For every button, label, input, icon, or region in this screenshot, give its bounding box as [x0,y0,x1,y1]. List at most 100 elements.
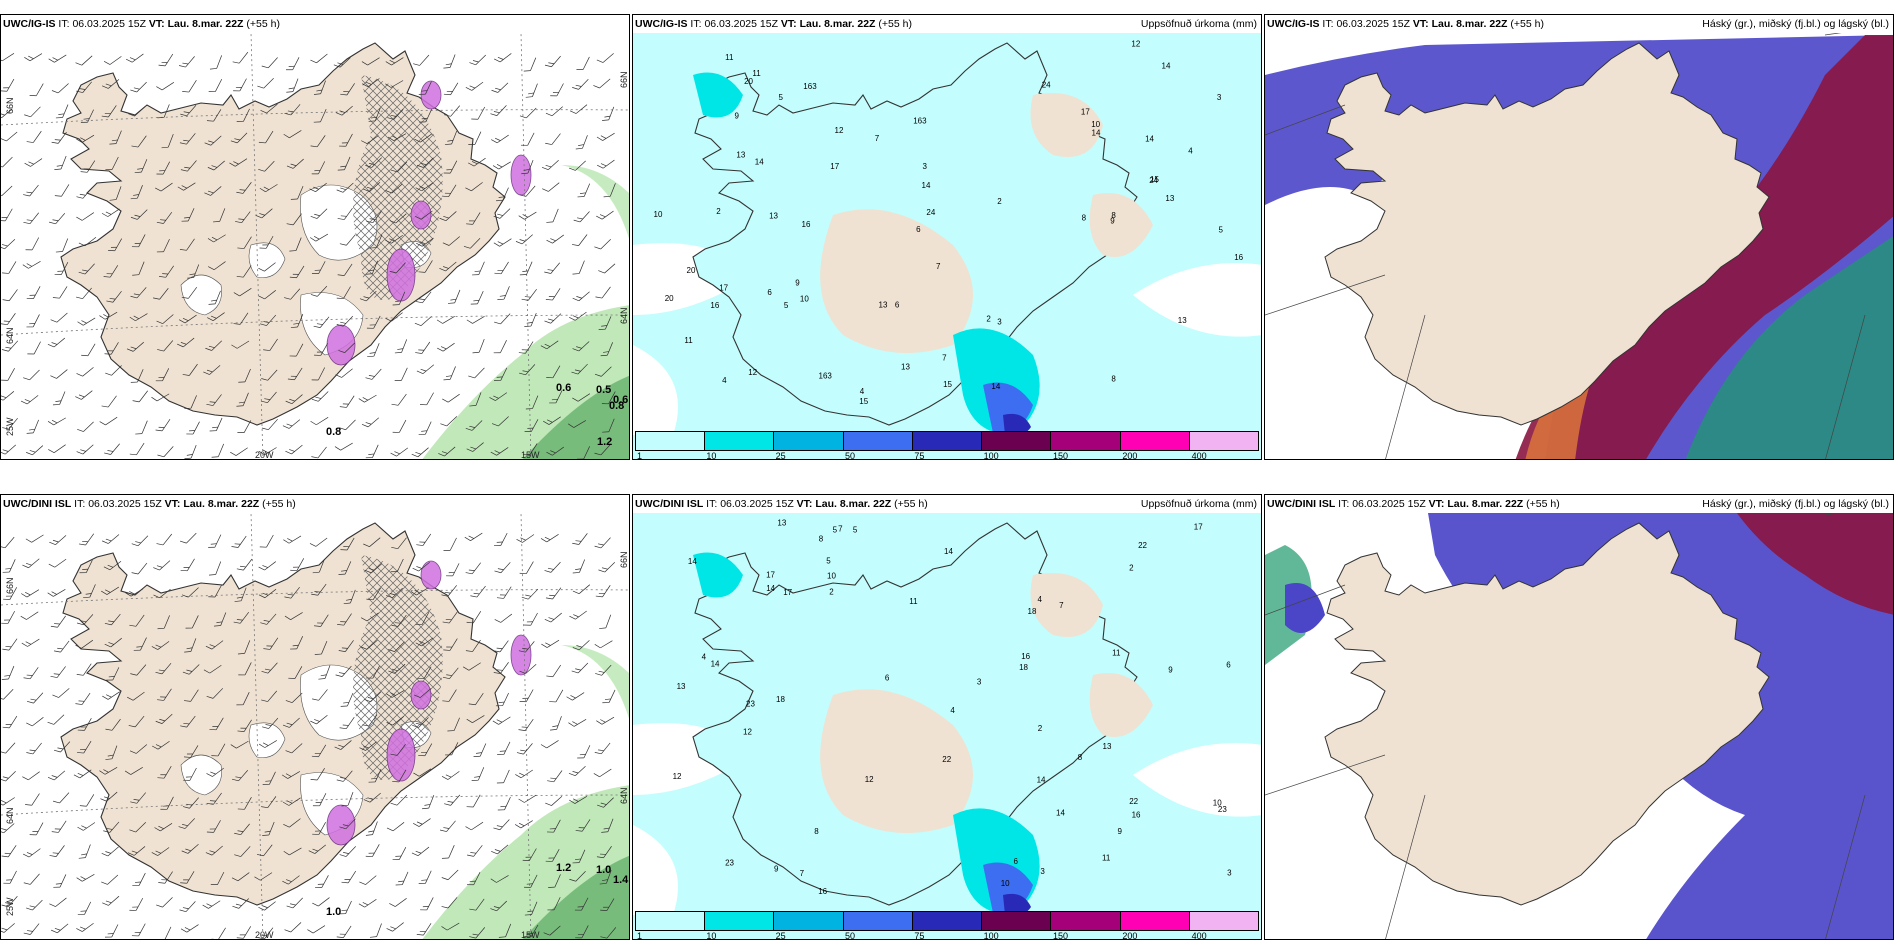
wind-barb [237,719,252,732]
wind-barb [183,745,199,758]
wind-barb [78,533,95,546]
wind-barb [178,314,197,324]
axis-tick-label: 25W [5,897,15,916]
wind-barb [593,768,612,778]
wind-barb [52,792,70,804]
wind-barb [464,532,483,541]
wind-barb [572,79,589,90]
init-time-label: IT: [74,498,86,510]
low-cloud-area [1685,236,1893,459]
wind-barb [258,588,277,599]
wind-barb [359,290,377,302]
wind-barb [233,78,247,92]
wind-barb [76,663,92,676]
wind-barb [104,443,120,455]
wind-barb [494,367,508,381]
colorbar-swatch [636,432,706,450]
wind-barb [181,587,199,598]
wind-barb [339,419,356,431]
wind-barb [441,845,455,859]
wind-barb [385,587,403,599]
wind-barb [51,820,67,833]
wind-barb [20,395,39,405]
dry-land-area [1089,193,1153,257]
wind-barb [180,104,197,117]
iceland-coastline [1324,42,1770,426]
wind-map: 1.2 1.01.41.0 [1,512,629,939]
wind-barb [422,794,435,810]
wind-barb [1,391,15,401]
wind-barb [386,690,405,698]
wind-barb [80,109,94,123]
wind-barb [572,533,588,545]
precip-value-label: 3 [1217,93,1222,102]
wind-barb [386,716,404,726]
wind-barb [235,211,251,224]
wind-barb [519,261,533,276]
wind-barb [157,340,174,352]
wind-barb [284,586,300,599]
wind-barb [258,561,277,571]
wind-barb [516,743,533,755]
wind-barb [391,614,407,627]
wind-barb [26,717,44,727]
valid-time-label: VT: [164,498,181,510]
wind-barb [77,614,94,626]
snow-area [386,248,416,302]
wind-barb [206,820,221,833]
wind-barb [105,718,121,731]
wind-barb [211,443,225,458]
precip-value-label: 10 [1213,799,1222,808]
wind-barb [25,793,40,806]
wind-barb [575,135,588,150]
wind-barb [156,238,170,253]
wind-barb [285,692,303,704]
precip-value-label: 9 [1168,666,1173,675]
wind-barb [1,131,18,142]
wind-barb [334,442,353,451]
wind-barb [466,212,481,225]
wind-barb [525,395,539,410]
wind-barb [154,182,173,192]
panel-header: UWC/IG-IS IT: 06.03.2025 15Z VT: Lau. 8.… [1,15,629,33]
wind-barb [339,818,356,830]
wind-barb [1,536,15,549]
wind-barb [55,104,69,119]
wind-barb [594,366,612,377]
wind-barb [180,715,196,728]
wind-barb [129,822,147,833]
wind-barb [286,78,299,93]
wind-barb [129,313,148,322]
wind-barb [77,421,94,432]
wind-barb [76,287,92,300]
wind-barb [161,134,174,149]
wind-barb [179,901,196,913]
wind-barb [75,692,91,705]
wind-barb [75,390,93,400]
value-label: 1.2 [597,436,612,448]
precip-value-label: 17 [783,588,792,597]
wind-barb [310,767,325,781]
wind-barb [3,587,18,600]
wind-barb [418,743,433,757]
wind-barb [469,898,485,911]
precip-value-label: 11 [752,69,761,78]
wind-barb [389,898,407,907]
wind-barb [230,132,248,144]
wind-barb [49,897,67,907]
wind-barb [597,797,614,808]
wind-barb [1,185,13,196]
wind-barb [26,692,44,704]
wind-barb [1,78,15,92]
wind-barb [468,693,484,706]
colorbar-swatch [912,912,983,930]
precip-value-label: 16 [1234,253,1243,262]
wind-barb [135,420,148,435]
wind-barb [338,561,352,575]
wind-barb [104,342,119,355]
wind-barb [343,589,356,605]
wind-barb [208,534,222,548]
precip-value-label: 11 [909,597,918,606]
init-time: 06.03.2025 15Z [704,18,778,30]
precip-value-label: 6 [916,225,921,234]
